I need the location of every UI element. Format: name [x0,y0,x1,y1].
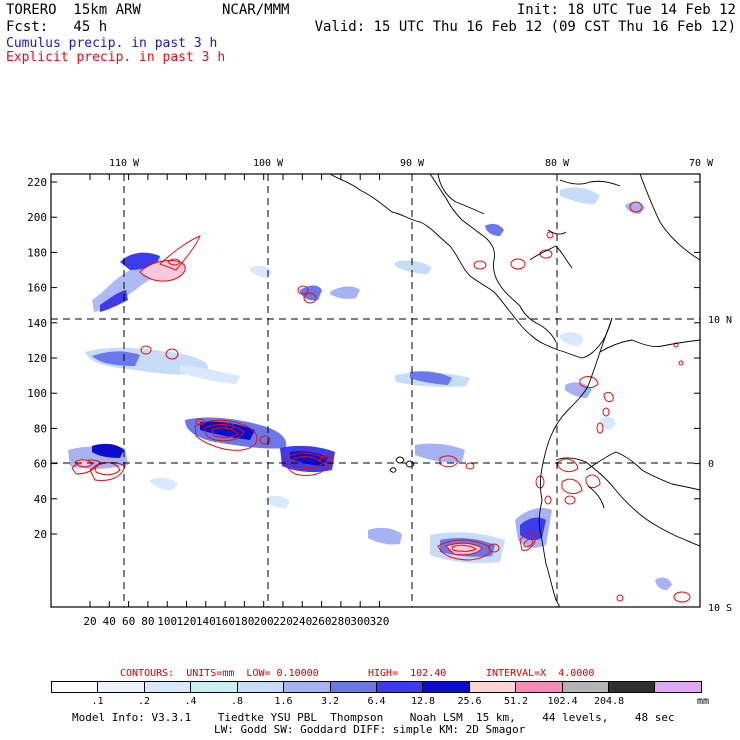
colorbar-label: 6.4 [367,696,386,707]
y-tick-label: 40 [34,493,47,506]
x-tick-label: 100 [157,615,177,628]
x-tick-label: 240 [292,615,312,628]
colorbar-label: 12.8 [411,696,436,707]
colorbar-swatch [52,682,98,692]
x-tick-label: 320 [370,615,390,628]
explicit-precip-contours [71,201,691,603]
x-tick-label: 140 [196,615,216,628]
precip-colorbar [51,681,702,693]
colorbar-swatch [468,682,516,692]
model-info-line2: LW: Godd SW: Goddard DIFF: simple KM: 2D… [214,723,526,736]
x-tick-label: 280 [331,615,351,628]
colorbar-swatch [329,682,376,692]
y-tick-label: 80 [34,422,47,435]
top-label-70w: 70 W [689,158,714,169]
colorbar-labels: .1 .2 .4 .8 1.6 3.2 6.4 12.8 25.6 51.2 102.4 204.8 [0,696,740,708]
x-tick-label: 160 [215,615,235,628]
colorbar-label: .8 [231,696,244,707]
x-tick-label: 60 [122,615,135,628]
y-tick-label: 220 [27,176,47,189]
right-label-10s: 10 S [708,603,732,614]
x-tick-label: 300 [350,615,370,628]
cumulus-legend-label: Cumulus precip. in past 3 h [6,36,218,51]
model-info-line1: Model Info: V3.3.1 Tiedtke YSU PBL Thomp… [72,711,675,724]
x-tick-label: 180 [234,615,254,628]
colorbar-swatch [561,682,609,692]
valid-time: Valid: 15 UTC Thu 16 Feb 12 (09 CST Thu … [314,19,736,35]
y-tick-label: 20 [34,528,47,541]
colorbar-swatch [190,682,237,692]
plot-frame [50,173,701,608]
y-tick-label: 160 [27,282,47,295]
colorbar-label: 102.4 [547,696,578,707]
contour-interval-info: INTERVAL=X 4.0000 [486,668,595,679]
explicit-legend-label: Explicit precip. in past 3 h [6,50,226,65]
y-tick-label: 100 [27,387,47,400]
axis-ticks [51,174,700,607]
colorbar-swatch [283,682,330,692]
y-tick-label: 120 [27,352,47,365]
colorbar-swatch [143,682,191,692]
contour-high-info: HIGH= 102.40 [368,668,447,679]
right-label-10n: 10 N [708,315,732,326]
colorbar-label: .1 [91,696,104,707]
y-tick-label: 60 [34,458,47,471]
colorbar-label: .2 [138,696,151,707]
top-label-100w: 100 W [253,158,284,169]
top-label-90w: 90 W [400,158,425,169]
y-tick-label: 200 [27,211,47,224]
y-tick-label: 180 [27,246,47,259]
x-tick-label: 120 [177,615,197,628]
right-label-0: 0 [708,459,714,470]
forecast-hour: Fcst: 45 h [6,19,108,35]
colorbar-label: 51.2 [504,696,529,707]
top-label-80w: 80 W [545,158,570,169]
colorbar-swatch [236,682,284,692]
coastlines [329,174,700,607]
x-tick-label: 80 [141,615,154,628]
contour-units-info: CONTOURS: UNITS=mm LOW= 0.10000 [120,668,319,679]
x-tick-label: 200 [254,615,274,628]
colorbar-swatch [654,682,701,692]
x-tick-label: 20 [83,615,96,628]
colorbar-label: 204.8 [594,696,625,707]
colorbar-swatch [375,682,423,692]
x-tick-label: 40 [103,615,116,628]
init-time: Init: 18 UTC Tue 14 Feb 12 [516,2,736,18]
colorbar-label: .4 [184,696,197,707]
colorbar-swatch [608,682,655,692]
colorbar-label: 3.2 [321,696,340,707]
graticule [51,174,700,607]
x-tick-label: 260 [312,615,332,628]
center-name: NCAR/MMM [222,2,290,18]
model-title: TORERO 15km ARW [6,2,141,18]
colorbar-label: 1.6 [274,696,293,707]
y-tick-label: 140 [27,317,47,330]
colorbar-swatch [422,682,469,692]
colorbar-label: 25.6 [457,696,482,707]
x-tick-label: 220 [273,615,293,628]
colorbar-unit: mm [697,696,710,707]
colorbar-swatch [97,682,144,692]
colorbar-swatch [515,682,562,692]
cumulus-precip-areas [68,187,672,590]
top-label-110w: 110 W [109,158,140,169]
